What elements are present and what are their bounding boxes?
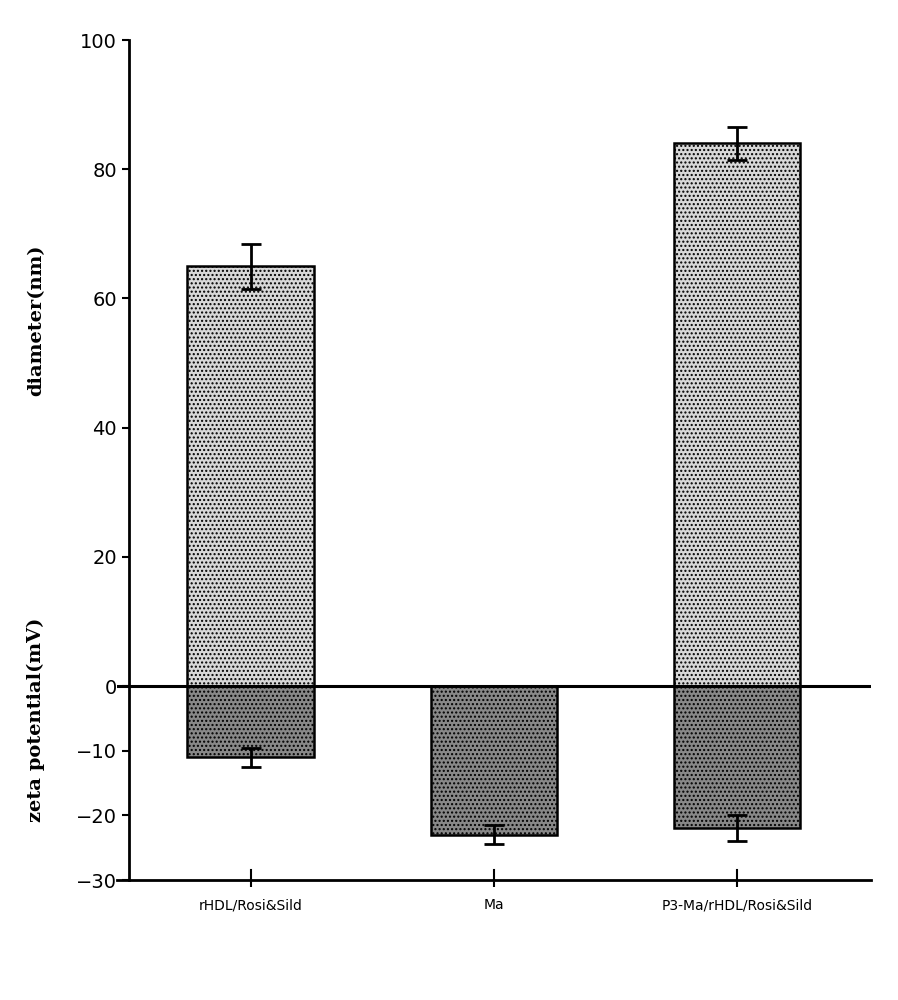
Bar xyxy=(674,686,800,828)
Bar xyxy=(188,686,313,757)
Text: diameter(nm): diameter(nm) xyxy=(27,244,45,396)
Bar xyxy=(674,143,800,686)
Bar xyxy=(431,686,557,835)
Bar xyxy=(188,266,313,686)
Text: zeta potential(mV): zeta potential(mV) xyxy=(27,618,45,822)
